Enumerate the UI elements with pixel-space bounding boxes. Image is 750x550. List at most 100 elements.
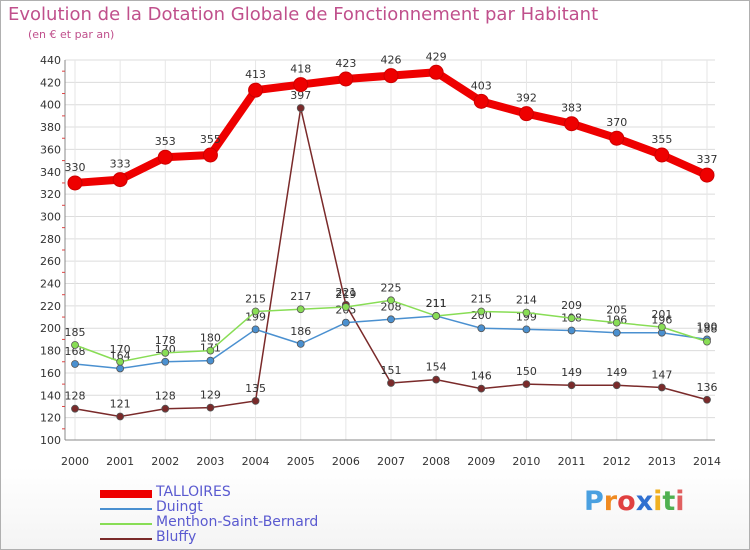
data-point — [161, 348, 170, 357]
legend-label: Duingt — [156, 499, 203, 515]
data-label: 188 — [697, 323, 718, 336]
data-label: 170 — [110, 343, 131, 356]
data-label: 426 — [381, 54, 402, 67]
x-tick-label: 2012 — [603, 455, 631, 468]
x-tick-label: 2007 — [377, 455, 405, 468]
x-tick-label: 2000 — [61, 455, 89, 468]
data-point — [293, 77, 309, 93]
data-point — [338, 71, 354, 87]
y-tick-label: 280 — [40, 233, 61, 246]
data-label: 154 — [426, 361, 447, 374]
data-label: 397 — [290, 89, 311, 102]
data-point — [703, 337, 711, 346]
data-point — [341, 303, 350, 311]
data-point — [567, 381, 576, 390]
data-label: 199 — [245, 310, 266, 323]
data-point — [206, 346, 215, 355]
data-label: 215 — [471, 292, 492, 305]
data-point — [612, 328, 621, 337]
data-label: 333 — [110, 158, 131, 171]
data-point — [703, 395, 711, 404]
logo-letter: P — [584, 486, 604, 517]
data-point — [473, 93, 489, 109]
x-tick-label: 2004 — [242, 455, 270, 468]
data-label: 211 — [426, 297, 447, 310]
data-point — [161, 357, 170, 366]
data-point — [387, 379, 395, 387]
legend-swatch — [100, 538, 152, 540]
data-label: 149 — [606, 366, 627, 379]
y-tick-label: 120 — [40, 412, 61, 425]
data-point — [477, 324, 486, 333]
data-label: 225 — [381, 281, 402, 294]
data-label: 370 — [606, 116, 627, 129]
data-point — [522, 380, 531, 389]
data-label: 150 — [516, 365, 537, 378]
data-label: 330 — [65, 161, 86, 174]
y-tick-label: 180 — [40, 345, 61, 358]
y-tick-label: 260 — [40, 255, 61, 268]
data-label: 121 — [110, 398, 131, 411]
x-tick-label: 2005 — [287, 455, 315, 468]
data-point — [564, 116, 580, 132]
x-tick-label: 2013 — [648, 455, 676, 468]
chart-subtitle: (en € et par an) — [28, 28, 115, 41]
data-label: 196 — [651, 314, 672, 327]
data-point — [432, 375, 441, 384]
x-tick-label: 2002 — [151, 455, 179, 468]
data-point — [657, 323, 666, 332]
y-tick-label: 320 — [40, 188, 61, 201]
data-point — [657, 383, 666, 392]
data-point — [477, 384, 486, 393]
data-point — [477, 307, 486, 316]
legend-label: TALLOIRES — [156, 484, 231, 500]
y-tick-label: 220 — [40, 300, 61, 313]
data-point — [71, 341, 79, 349]
data-label: 423 — [335, 57, 356, 70]
data-point — [251, 325, 260, 334]
data-label: 418 — [290, 63, 311, 76]
data-point — [387, 296, 395, 305]
data-point — [157, 149, 173, 165]
data-label: 180 — [200, 332, 221, 345]
logo-letter: o — [617, 486, 636, 517]
data-label: 178 — [155, 334, 176, 347]
data-point — [296, 104, 305, 112]
data-point — [116, 357, 125, 366]
data-point — [522, 308, 531, 317]
data-point — [251, 396, 260, 405]
data-label: 413 — [245, 68, 266, 81]
data-label: 147 — [651, 368, 672, 381]
legend-swatch — [100, 490, 152, 498]
data-point — [612, 381, 621, 390]
data-label: 215 — [245, 292, 266, 305]
y-tick-label: 380 — [40, 121, 61, 134]
data-point — [518, 106, 534, 122]
data-label: 355 — [200, 133, 221, 146]
data-point — [432, 312, 441, 320]
data-label: 185 — [65, 326, 86, 339]
plot-area — [65, 60, 715, 440]
data-label: 135 — [245, 382, 266, 395]
legend-swatch — [100, 523, 152, 525]
data-label: 149 — [561, 366, 582, 379]
chart-title: Evolution de la Dotation Globale de Fonc… — [8, 4, 599, 25]
data-point — [567, 314, 576, 323]
y-tick-label: 440 — [40, 54, 61, 67]
data-point — [202, 147, 218, 163]
data-point — [428, 64, 444, 80]
data-label: 205 — [606, 304, 627, 317]
data-label: 146 — [471, 370, 492, 383]
y-tick-label: 300 — [40, 210, 61, 223]
data-label: 136 — [697, 381, 718, 394]
x-tick-label: 2011 — [558, 455, 586, 468]
x-tick-label: 2001 — [106, 455, 134, 468]
data-label: 429 — [426, 50, 447, 63]
logo-letter: x — [635, 486, 654, 517]
x-tick-label: 2009 — [467, 455, 495, 468]
data-point — [67, 175, 83, 191]
data-label: 129 — [200, 389, 221, 402]
logo-letter: i — [675, 486, 685, 517]
data-label: 128 — [65, 390, 86, 403]
